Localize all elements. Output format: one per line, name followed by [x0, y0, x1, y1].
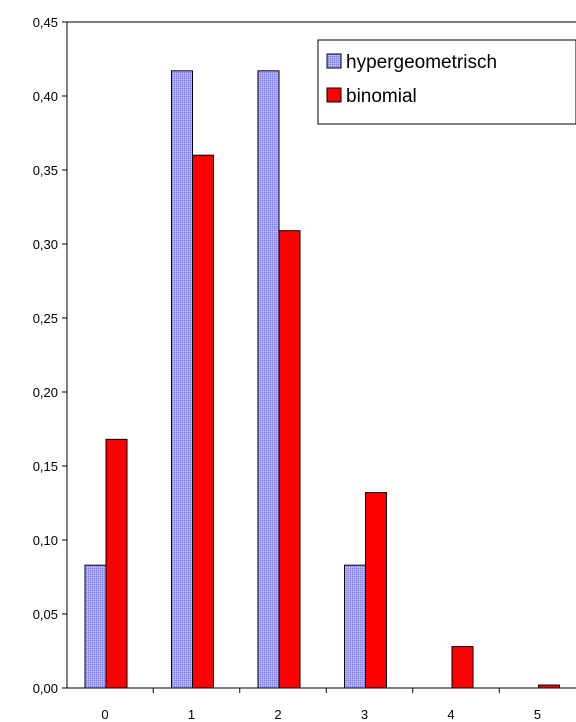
x-tick-label: 2: [274, 707, 281, 722]
bar-hypergeometrisch-3: [344, 564, 366, 689]
x-tick-label: 3: [361, 707, 368, 722]
y-tick-label: 0,35: [33, 163, 58, 178]
legend-box: [317, 39, 576, 125]
bar-binomial-2: [278, 230, 301, 689]
bar-hypergeometrisch-1: [171, 70, 193, 689]
y-tick-label: 0,20: [33, 385, 58, 400]
legend-label-binomial: binomial: [346, 86, 417, 107]
bar-binomial-5: [538, 684, 560, 689]
bar-binomial-3: [365, 492, 387, 689]
bar-binomial-1: [192, 154, 214, 689]
bar-hypergeometrisch-0: [84, 564, 107, 689]
y-tick-label: 0,15: [33, 459, 58, 474]
x-tick-label: 5: [534, 707, 541, 722]
x-tick-label: 1: [188, 707, 195, 722]
bar-binomial-4: [451, 646, 474, 689]
legend-swatch-hypergeometrisch: [326, 53, 342, 69]
x-tick-label: 0: [101, 707, 108, 722]
y-tick-label: 0,25: [33, 311, 58, 326]
y-tick-label: 0,00: [33, 681, 58, 696]
bar-binomial-0: [105, 438, 128, 689]
y-tick-label: 0,40: [33, 89, 58, 104]
legend: hypergeometrisch binomial: [317, 39, 576, 125]
bar-hypergeometrisch-2: [257, 70, 280, 689]
x-tick-label: 4: [447, 707, 454, 722]
y-tick-label: 0,45: [33, 15, 58, 30]
y-tick-label: 0,30: [33, 237, 58, 252]
legend-swatch-binomial: [326, 87, 342, 103]
y-tick-label: 0,10: [33, 533, 58, 548]
y-axis-ticks: 0,00 0,05 0,10 0,15 0,20 0,25 0,30 0,35 0,40 0,45: [33, 15, 67, 696]
x-axis-ticks: 0 1 2 3 4 5: [101, 688, 541, 722]
legend-label-hypergeometrisch: hypergeometrisch: [346, 52, 497, 73]
bars: [84, 70, 560, 689]
y-tick-label: 0,05: [33, 607, 58, 622]
